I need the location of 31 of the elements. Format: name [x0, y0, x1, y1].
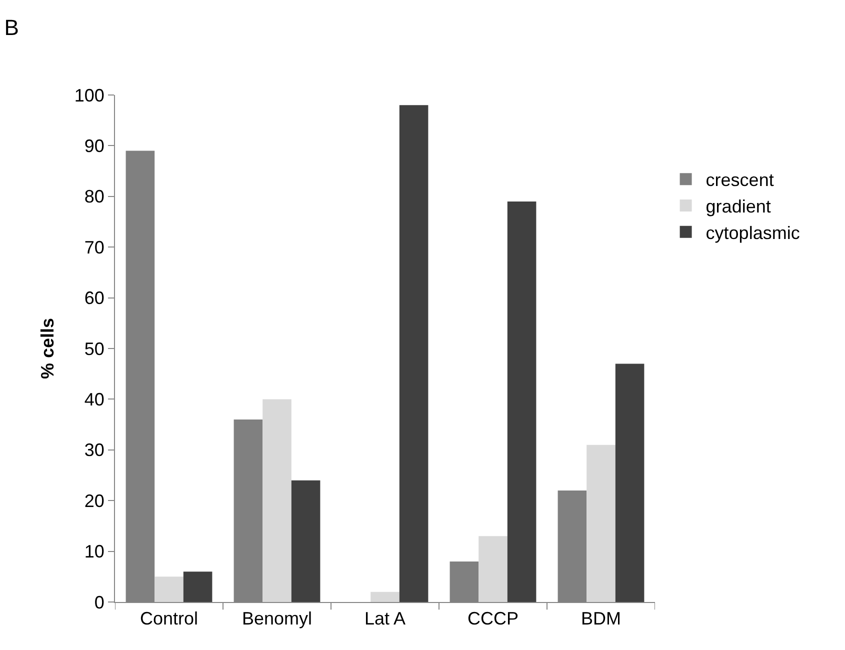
bar: [291, 480, 320, 602]
chart-title: B: [4, 14, 19, 40]
bar: [615, 364, 644, 602]
y-tick-label: 80: [84, 186, 104, 207]
y-axis-title: % cells: [38, 318, 58, 380]
y-tick-label: 40: [84, 390, 104, 410]
bar: [370, 592, 400, 602]
bar: [183, 572, 212, 602]
x-tick-label: Lat A: [364, 608, 406, 629]
y-tick-label: 100: [74, 85, 104, 106]
y-tick-label: 70: [84, 237, 104, 258]
x-tick-label: Benomyl: [242, 608, 312, 629]
y-tick-label: 60: [84, 288, 104, 308]
y-tick-label: 0: [94, 592, 104, 612]
legend-label: gradient: [706, 196, 771, 217]
bar: [586, 444, 616, 602]
bar: [399, 105, 428, 602]
y-tick-label: 30: [84, 440, 104, 460]
legend-label: cytoplasmic: [706, 222, 800, 243]
y-tick-label: 50: [84, 338, 104, 359]
x-tick-label: CCCP: [467, 608, 519, 629]
x-tick-label: Control: [140, 608, 198, 629]
y-tick-label: 10: [84, 542, 104, 562]
legend-label: crescent: [706, 170, 774, 190]
x-tick-label: BDM: [581, 608, 621, 629]
y-tick-label: 90: [84, 136, 104, 156]
bar: [507, 201, 536, 602]
bar: [262, 399, 292, 602]
bar: [478, 536, 508, 602]
bar: [154, 576, 184, 602]
y-tick-label: 20: [84, 490, 104, 511]
